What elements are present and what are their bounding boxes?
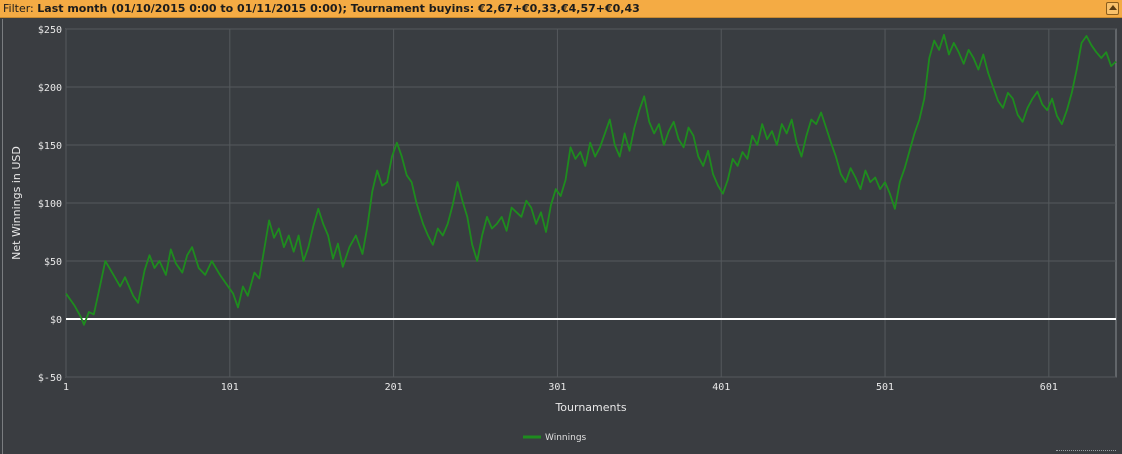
legend[interactable]: Winnings	[523, 433, 587, 443]
winnings-chart: $-50 $0 $50 $100 $150 $200 $250 1 101 201 301 401 5…	[10, 25, 1117, 443]
chevron-up-icon	[1109, 5, 1117, 10]
filter-summary: Filter: Last month (01/10/2015 0:00 to 0…	[3, 2, 640, 15]
x-tick-label: 401	[712, 382, 730, 393]
x-axis-title: Tournaments	[554, 401, 626, 414]
y-tick-label: $250	[38, 25, 62, 36]
x-axis-ticks: 1 101 201 301 401 501 601	[63, 382, 1058, 393]
filter-bar: Filter: Last month (01/10/2015 0:00 to 0…	[0, 0, 1122, 18]
x-tick-label: 501	[876, 382, 894, 393]
x-tick-label: 201	[385, 382, 403, 393]
x-tick-label: 601	[1040, 382, 1058, 393]
y-tick-label: $50	[44, 257, 62, 268]
y-axis-title: Net Winnings in USD	[10, 146, 23, 260]
y-tick-label: $0	[50, 315, 62, 326]
filter-label: Filter:	[3, 2, 34, 15]
filter-value: Last month (01/10/2015 0:00 to 01/11/201…	[37, 2, 640, 15]
x-tick-label: 101	[221, 382, 239, 393]
y-tick-label: $150	[38, 141, 62, 152]
x-tick-label: 1	[63, 382, 69, 393]
y-tick-label: $-50	[38, 373, 62, 384]
x-tick-label: 301	[548, 382, 566, 393]
y-tick-label: $100	[38, 199, 62, 210]
legend-label-winnings: Winnings	[545, 433, 587, 443]
y-tick-label: $200	[38, 83, 62, 94]
y-axis-ticks: $-50 $0 $50 $100 $150 $200 $250	[38, 25, 62, 384]
divider	[1056, 450, 1116, 452]
chart-panel: $-50 $0 $50 $100 $150 $200 $250 1 101 201 301 401 5…	[2, 19, 1122, 454]
series-line-winnings	[65, 33, 1117, 326]
collapse-button[interactable]	[1106, 2, 1119, 15]
